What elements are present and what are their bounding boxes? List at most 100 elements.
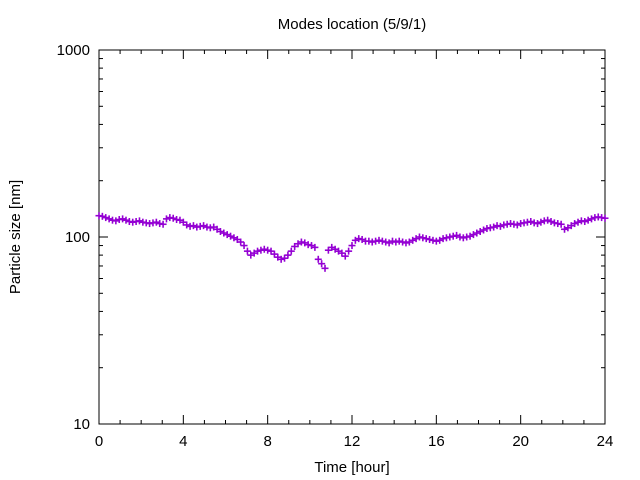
data-point [584,216,592,224]
data-point [561,225,569,233]
data-point [480,226,488,234]
x-tick-label: 20 [512,433,529,450]
data-point [574,218,582,226]
data-point [159,220,167,228]
data-point [287,247,295,255]
data-point [365,237,373,245]
data-point [513,221,521,229]
y-tick-label: 10 [73,416,90,433]
data-point [557,220,565,228]
data-point [183,221,191,229]
data-point [378,237,386,245]
chart-title: Modes location (5/9/1) [278,16,426,33]
data-point [415,233,423,241]
data-point [189,222,197,230]
data-point [469,231,477,239]
data-point [382,238,390,246]
data-point [297,238,305,246]
data-point [392,238,400,246]
data-point [537,218,545,226]
data-point [547,218,555,226]
tick-labels: 0 4 8 12 16 20 24 10 100 1000 [57,42,614,450]
data-point [372,237,380,245]
data-point [321,264,329,272]
y-tick-label: 100 [65,229,90,246]
data-point [243,247,251,255]
x-tick-label: 16 [428,433,445,450]
data-point [355,235,363,243]
data-point [122,216,130,224]
data-point [422,235,430,243]
data-point [348,242,356,250]
data-point [496,222,504,230]
data-point [399,238,407,246]
data-point [216,228,224,236]
data-point [588,215,596,223]
data-point [449,232,457,240]
x-axis-label: Time [hour] [314,459,389,476]
data-point [341,252,349,260]
data-point [473,229,481,237]
data-point [112,217,120,225]
data-point [544,216,552,224]
data-point [311,243,319,251]
data-point [581,218,589,226]
data-point [98,212,106,220]
plot-frame [98,49,606,425]
data-point [476,228,484,236]
data-point [105,215,113,223]
data-point [466,232,474,240]
data-point [446,233,454,241]
data-point [388,237,396,245]
data-point [152,218,160,226]
data-point [304,241,312,249]
data-point [571,220,579,228]
data-point [260,245,268,253]
x-tick-label: 24 [597,433,614,450]
data-point [375,236,383,244]
data-point [220,229,228,237]
y-tick-label: 1000 [57,42,90,59]
data-point [402,239,410,247]
data-point [368,238,376,246]
data-point [254,247,262,255]
data-point [162,215,170,223]
data-point [200,222,208,230]
data-point [169,214,177,222]
data-point [227,232,235,240]
data-point [237,238,245,246]
data-point [429,236,437,244]
axis-ticks [98,49,606,425]
data-point [240,242,248,250]
data-point [490,223,498,231]
x-tick-label: 12 [344,433,361,450]
data-point [601,214,609,222]
data-point [453,231,461,239]
data-point [456,233,464,241]
data-point [314,255,322,263]
data-point [257,246,265,254]
x-tick-label: 8 [263,433,271,450]
y-axis-label: Particle size [nm] [7,180,24,294]
x-tick-label: 0 [95,433,103,450]
data-point [432,237,440,245]
data-point [534,220,542,228]
data-point [463,233,471,241]
data-point [439,235,447,243]
data-points [95,212,609,272]
data-point [395,237,403,245]
data-point [345,247,353,255]
data-point [426,235,434,243]
data-point [264,246,272,254]
data-point [223,231,231,239]
data-point [527,218,535,226]
data-point [135,217,143,225]
data-point [442,234,450,242]
data-point [119,215,127,223]
data-point [459,234,467,242]
data-point [102,214,110,222]
data-point [284,251,292,259]
data-point [419,234,427,242]
data-point [277,255,285,263]
